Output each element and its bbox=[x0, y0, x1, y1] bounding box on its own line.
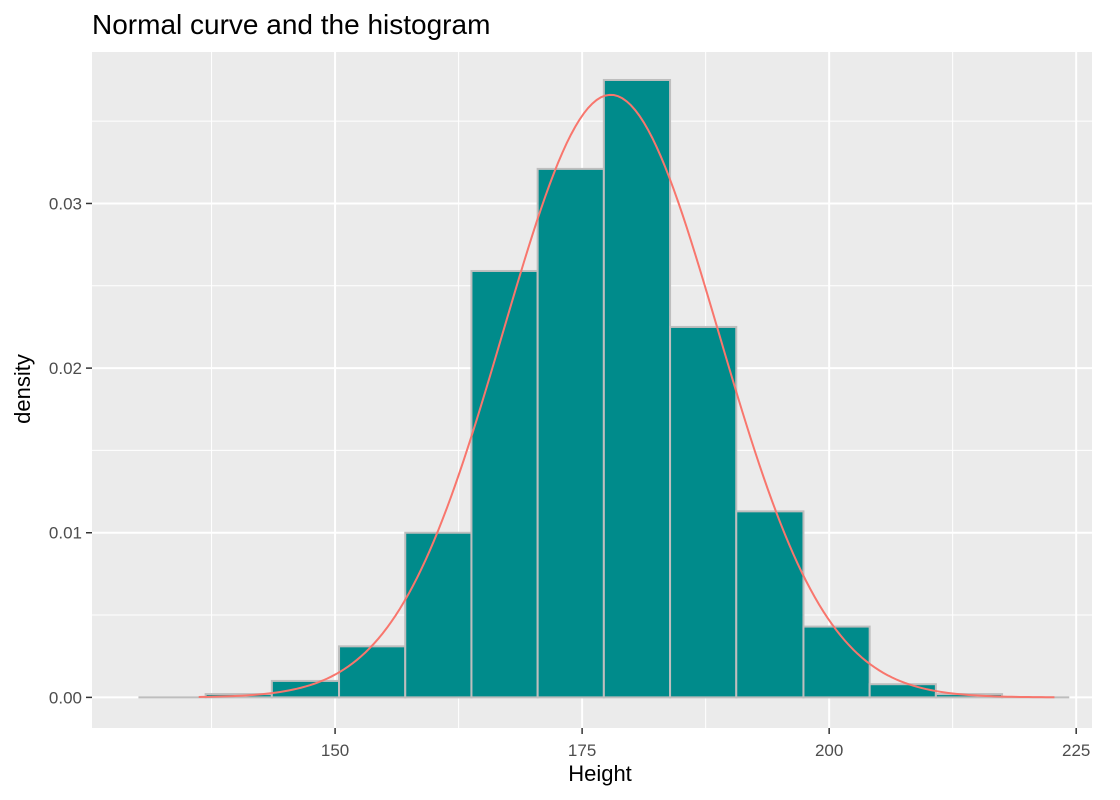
histogram-bar bbox=[404, 531, 473, 699]
x-tick-label: 175 bbox=[568, 741, 596, 760]
y-tick-label: 0.00 bbox=[49, 688, 82, 707]
histogram-bar bbox=[270, 679, 341, 699]
y-tick-label: 0.02 bbox=[49, 359, 82, 378]
histogram-bar bbox=[669, 325, 738, 699]
normal-curve bbox=[198, 93, 1055, 699]
histogram-bar bbox=[602, 78, 672, 699]
y-tick-label: 0.03 bbox=[49, 194, 82, 213]
histogram-bar bbox=[536, 167, 605, 699]
x-axis-title: Height bbox=[568, 761, 632, 786]
y-axis: 0.00 0.01 0.02 0.03 bbox=[49, 194, 92, 707]
y-axis-title: density bbox=[10, 354, 35, 424]
x-axis: 150 175 200 225 bbox=[321, 728, 1090, 760]
histogram-bar bbox=[802, 625, 871, 699]
histogram-bar bbox=[868, 683, 937, 699]
histogram-bar bbox=[470, 269, 539, 699]
x-tick-label: 200 bbox=[815, 741, 843, 760]
y-tick-label: 0.01 bbox=[49, 524, 82, 543]
histogram-bar bbox=[338, 645, 407, 699]
chart-title: Normal curve and the histogram bbox=[92, 9, 490, 40]
histogram-bar bbox=[735, 510, 805, 699]
x-tick-label: 150 bbox=[321, 741, 349, 760]
histogram-bars bbox=[138, 78, 1070, 699]
x-tick-label: 225 bbox=[1062, 741, 1090, 760]
